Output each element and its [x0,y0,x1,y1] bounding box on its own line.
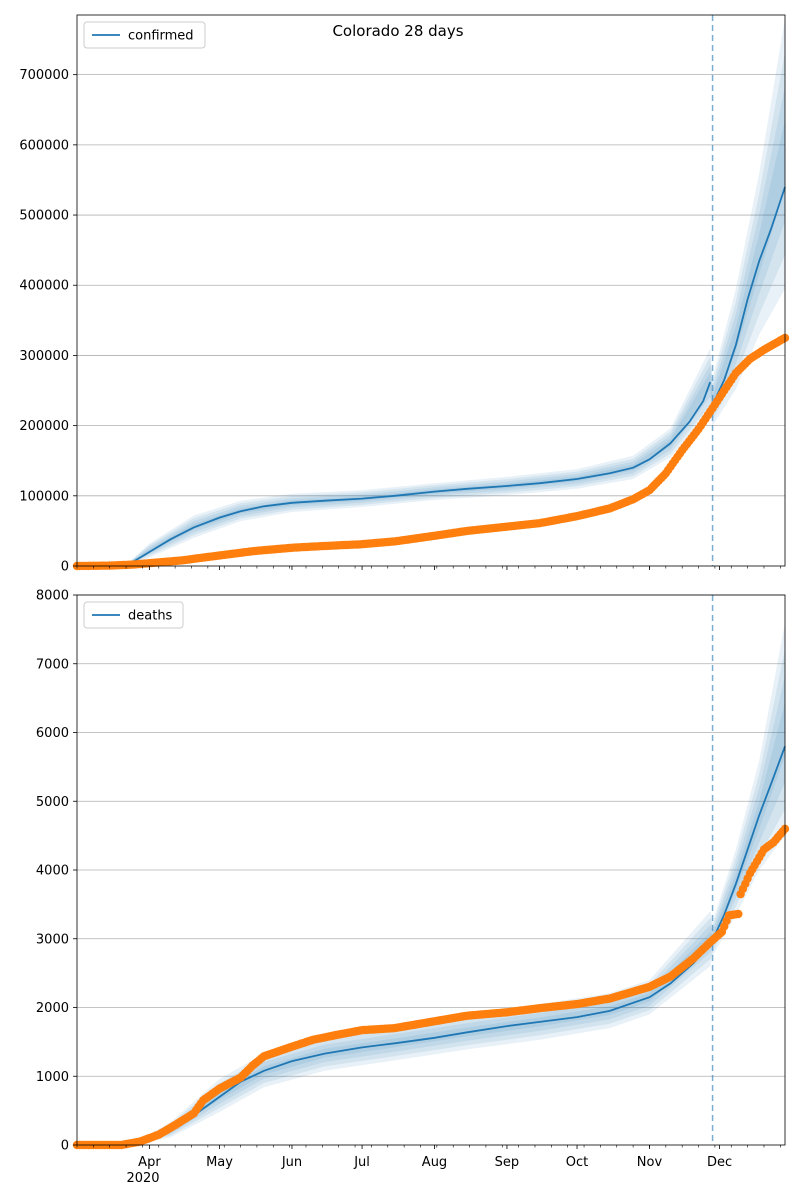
y-tick-label: 600000 [19,138,69,153]
x-tick-label: Apr [138,1155,161,1170]
y-tick-label: 700000 [19,68,69,83]
plot-frame [76,14,786,567]
legend-label: confirmed [128,29,194,44]
confirmed-panel: 0 100000 200000 300000 400000 500000 600000 700… [19,14,790,575]
legend-box [83,21,206,49]
x-tick-label: Oct [566,1155,588,1170]
y-tick-label: 4000 [36,864,69,879]
y-tick-label: 7000 [36,657,69,672]
x-year-label: 2020 [126,1171,159,1186]
y-tick-label: 8000 [36,589,69,604]
x-tick-label: Nov [637,1155,663,1170]
x-tick-label: May [206,1155,233,1170]
x-tick-label: Jul [353,1155,370,1170]
uncertainty-band [77,622,785,1145]
legend: deaths [83,601,184,629]
x-tick-label: Sep [495,1155,520,1170]
y-tick-label: 2000 [36,1001,69,1016]
legend: confirmed [83,21,206,49]
observed-point [734,909,743,919]
x-tick-label: Jun [281,1155,302,1170]
y-tick-label: 0 [61,1139,69,1154]
y-tick-label: 6000 [36,726,69,741]
y-tick-label: 300000 [19,349,69,364]
forecast-line [711,745,786,941]
chart-title: Colorado 28 days [332,22,463,40]
deaths-panel: 0 1000 2000 3000 4000 5000 6000 7000 8000 Apr May J… [36,589,790,1170]
uncertainty-band [77,649,785,1145]
x-tick-label: Aug [422,1155,447,1170]
forecast-line [711,186,786,405]
x-tick-label: Dec [707,1155,732,1170]
y-tick-label: 500000 [19,209,69,224]
y-tick-label: 0 [61,560,69,575]
y-tick-label: 5000 [36,795,69,810]
legend-box [83,601,184,629]
y-tick-label: 100000 [19,489,69,504]
model-line [77,381,712,567]
legend-label: deaths [128,609,173,624]
y-tick-label: 400000 [19,279,69,294]
y-tick-label: 200000 [19,419,69,434]
y-tick-label: 1000 [36,1070,69,1085]
y-tick-label: 3000 [36,932,69,947]
